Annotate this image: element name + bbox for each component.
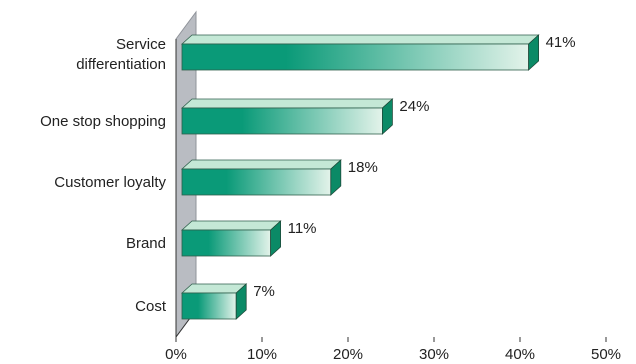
data-label: 7% bbox=[253, 283, 275, 300]
x-tick-label: 0% bbox=[165, 346, 187, 363]
bars: 41% 24% 18% 11% 7% bbox=[180, 34, 576, 320]
bar bbox=[181, 43, 530, 71]
data-label: 18% bbox=[348, 159, 378, 176]
data-label: 24% bbox=[399, 98, 429, 115]
x-tick-label: 50% bbox=[591, 346, 621, 363]
data-label: 41% bbox=[546, 34, 576, 51]
category-label-line: differentiation bbox=[76, 56, 166, 73]
category-label: Cost bbox=[135, 298, 167, 315]
category-label-line: Customer loyalty bbox=[54, 174, 166, 191]
category-labels: Service differentiation One stop shopping C… bbox=[40, 36, 167, 315]
category-label: Service differentiation bbox=[76, 36, 166, 73]
bar-group: 18% bbox=[180, 159, 378, 196]
x-axis-ticks: 0% 10% 20% 30% 40% 50% bbox=[165, 337, 621, 363]
bar-group: 7% bbox=[180, 283, 275, 320]
x-tick-label: 20% bbox=[333, 346, 363, 363]
x-tick-label: 40% bbox=[505, 346, 535, 363]
category-label-line: Brand bbox=[126, 235, 166, 252]
bar bbox=[181, 107, 383, 135]
bar bbox=[181, 229, 271, 257]
data-label: 11% bbox=[288, 220, 317, 237]
bar-top bbox=[180, 283, 248, 294]
bar-side bbox=[235, 283, 247, 320]
category-label-line: One stop shopping bbox=[40, 113, 166, 130]
bar-side bbox=[381, 98, 393, 135]
bar-top bbox=[180, 34, 540, 45]
bar-group: 24% bbox=[180, 98, 429, 135]
bar-side bbox=[528, 34, 539, 71]
x-tick-label: 10% bbox=[247, 346, 277, 363]
bar-top bbox=[180, 220, 282, 231]
bar bbox=[181, 168, 332, 196]
bar-side bbox=[330, 159, 342, 196]
category-label: One stop shopping bbox=[40, 113, 166, 130]
category-label-line: Cost bbox=[135, 298, 167, 315]
bar-side bbox=[270, 220, 282, 257]
bar-group: 11% bbox=[180, 220, 317, 257]
x-tick-label: 30% bbox=[419, 346, 449, 363]
bar-group: 41% bbox=[180, 34, 576, 71]
category-label-line: Service bbox=[116, 36, 166, 53]
category-label: Brand bbox=[126, 235, 166, 252]
bar-top bbox=[180, 159, 342, 170]
bar-top bbox=[180, 98, 394, 109]
category-label: Customer loyalty bbox=[54, 174, 166, 191]
bar bbox=[181, 292, 237, 320]
